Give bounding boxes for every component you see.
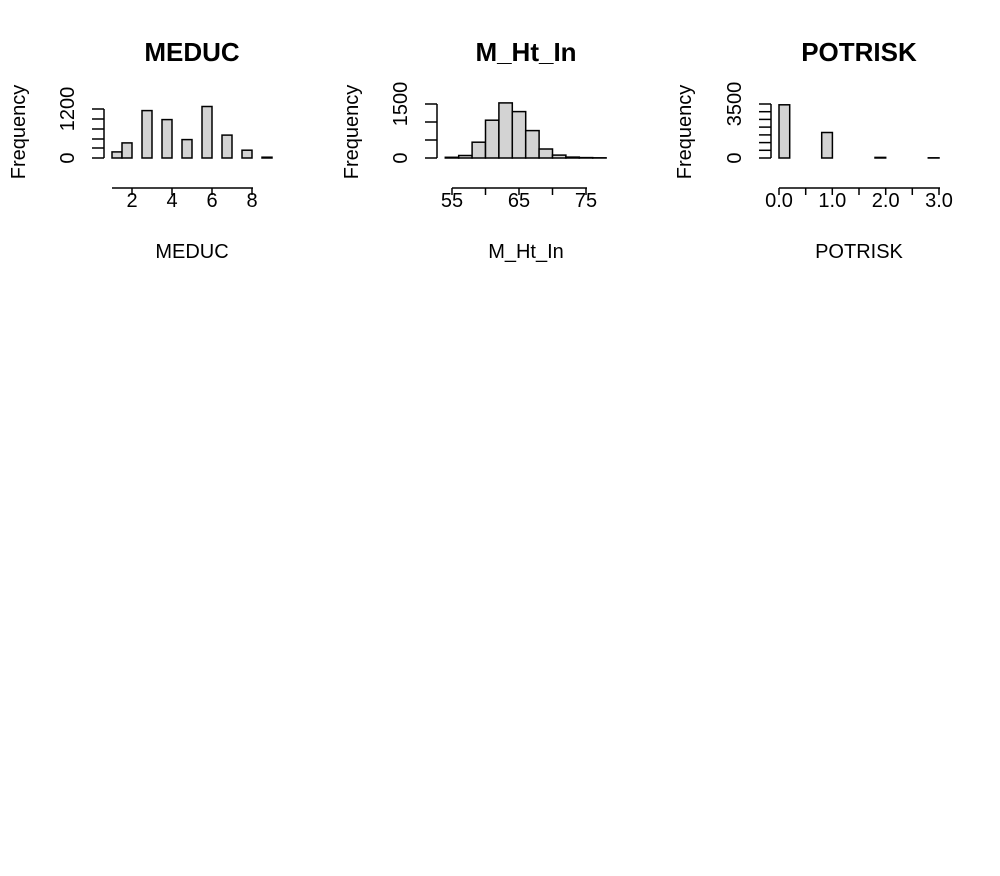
x-axis-label-meduc: MEDUC bbox=[155, 241, 228, 263]
y-tick-label: 0 bbox=[724, 152, 746, 163]
x-tick-label: 65 bbox=[508, 190, 530, 212]
histogram-bar bbox=[457, 154, 473, 159]
x-tick-label: 3.0 bbox=[925, 190, 953, 212]
histogram-bar bbox=[551, 154, 567, 159]
x-tick-label: 2 bbox=[126, 190, 137, 212]
x-tick-label: 0.0 bbox=[765, 190, 793, 212]
histogram-potrisk: POTRISK POTRISK Frequency 0.0 1.0 2.0 3.… bbox=[674, 37, 953, 263]
histogram-bar bbox=[471, 141, 487, 159]
histogram-bar bbox=[874, 156, 887, 159]
histogram-bar bbox=[484, 119, 500, 159]
y-axis-label-meduc: Frequency bbox=[8, 85, 30, 180]
chart-title-potrisk: POTRISK bbox=[801, 37, 917, 67]
chart-title-m-ht-in: M_Ht_In bbox=[475, 37, 576, 67]
histogram-bar bbox=[241, 149, 253, 159]
bars-potrisk bbox=[778, 104, 940, 159]
x-tick-label: 2.0 bbox=[872, 190, 900, 212]
y-tick-label: 3500 bbox=[724, 82, 746, 127]
histogram-bar bbox=[161, 118, 173, 159]
x-axis-label-m-ht-in: M_Ht_In bbox=[488, 241, 564, 263]
histogram-bar bbox=[141, 109, 153, 159]
y-tick-label: 0 bbox=[390, 152, 412, 163]
x-tick-label: 75 bbox=[575, 190, 597, 212]
x-tick-label: 4 bbox=[166, 190, 177, 212]
histogram-bar bbox=[511, 110, 527, 159]
histogram-bar bbox=[778, 104, 791, 159]
y-tick-label: 1500 bbox=[390, 82, 412, 127]
histogram-bar bbox=[111, 151, 123, 159]
histogram-bar bbox=[524, 129, 540, 159]
y-axis-label-m-ht-in: Frequency bbox=[341, 85, 363, 180]
x-tick-label: 1.0 bbox=[818, 190, 846, 212]
histogram-bar bbox=[565, 156, 581, 159]
histogram-bar bbox=[261, 156, 273, 159]
histogram-bar bbox=[444, 156, 460, 159]
histogram-bar bbox=[498, 102, 514, 159]
bars-meduc bbox=[111, 105, 273, 159]
histogram-bar bbox=[538, 148, 554, 159]
histogram-bar bbox=[820, 131, 834, 159]
histogram-meduc: MEDUC MEDUC Frequency 2 4 6 8 0 1200 bbox=[8, 37, 273, 263]
histogram-bar bbox=[121, 142, 133, 159]
bars-m-ht-in bbox=[444, 102, 607, 159]
chart-title-meduc: MEDUC bbox=[144, 37, 240, 67]
x-tick-label: 6 bbox=[206, 190, 217, 212]
x-axis-label-potrisk: POTRISK bbox=[815, 241, 903, 263]
y-axis-label-potrisk: Frequency bbox=[674, 85, 696, 180]
x-tick-label: 8 bbox=[246, 190, 257, 212]
y-tick-label: 1200 bbox=[57, 87, 79, 132]
y-tick-label: 0 bbox=[57, 152, 79, 163]
histogram-bar bbox=[181, 138, 193, 159]
histogram-bar bbox=[201, 105, 213, 159]
x-tick-label: 55 bbox=[441, 190, 463, 212]
histogram-m-ht-in: M_Ht_In M_Ht_In Frequency 55 65 75 0 150… bbox=[341, 37, 607, 263]
histogram-bar bbox=[221, 134, 233, 159]
